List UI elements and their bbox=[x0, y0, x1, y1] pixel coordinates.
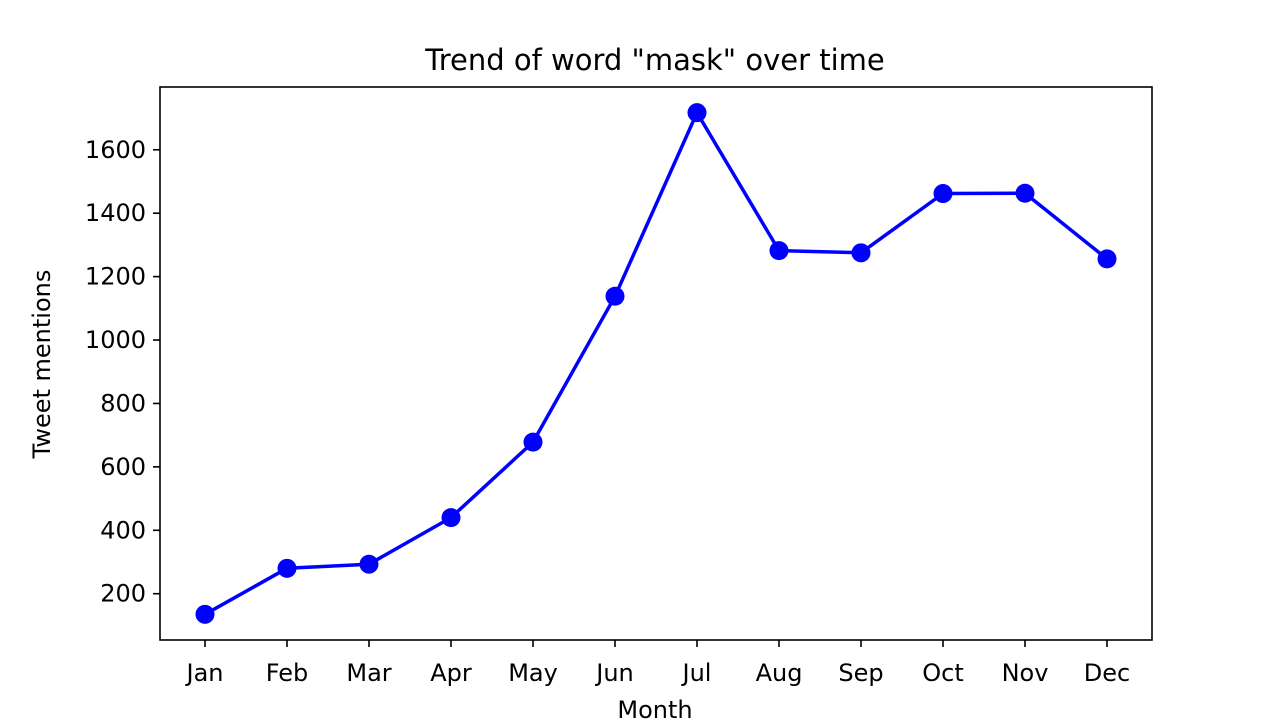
data-point-dec bbox=[1097, 249, 1117, 269]
y-tick-label: 400 bbox=[100, 516, 146, 544]
x-tick-label: May bbox=[508, 659, 558, 687]
data-point-nov bbox=[1015, 183, 1035, 203]
x-tick-label: Aug bbox=[756, 659, 803, 687]
x-tick-label: Jun bbox=[594, 659, 634, 687]
data-point-jul bbox=[687, 103, 707, 123]
data-point-may bbox=[523, 432, 543, 452]
chart-title: Trend of word "mask" over time bbox=[424, 43, 884, 77]
data-point-jun bbox=[605, 286, 625, 306]
x-tick-label: Jul bbox=[681, 659, 712, 687]
y-tick-label: 1000 bbox=[85, 326, 146, 354]
x-axis-label: Month bbox=[617, 696, 692, 720]
x-tick-label: Feb bbox=[266, 659, 309, 687]
data-point-mar bbox=[359, 554, 379, 574]
data-point-feb bbox=[277, 558, 297, 578]
data-point-jan bbox=[195, 604, 215, 624]
x-tick-label: Jan bbox=[185, 659, 224, 687]
y-tick-label: 200 bbox=[100, 580, 146, 608]
x-tick-label: Nov bbox=[1002, 659, 1049, 687]
y-tick-label: 1400 bbox=[85, 199, 146, 227]
y-axis-label: Tweet mentions bbox=[28, 270, 56, 460]
series-line bbox=[204, 110, 1109, 616]
y-tick-label: 800 bbox=[100, 389, 146, 417]
series-layer bbox=[195, 103, 1117, 624]
plot-area-frame bbox=[159, 86, 1153, 641]
x-tick-label: Dec bbox=[1084, 659, 1130, 687]
x-tick-label: Apr bbox=[430, 659, 472, 687]
data-point-apr bbox=[441, 508, 461, 528]
data-point-aug bbox=[769, 241, 789, 261]
x-tick-label: Sep bbox=[838, 659, 883, 687]
data-point-sep bbox=[851, 243, 871, 263]
data-point-oct bbox=[933, 184, 953, 204]
y-axis-ticks: 200 400 600 800 1000 1200 1400 1600 bbox=[85, 136, 160, 608]
y-tick-label: 1600 bbox=[85, 136, 146, 164]
x-axis-ticks: Jan Feb Mar Apr May Jun Jul Aug Sep Oct Nov Dec bbox=[185, 640, 1130, 687]
x-tick-label: Oct bbox=[922, 659, 964, 687]
x-tick-label: Mar bbox=[346, 659, 391, 687]
y-tick-label: 1200 bbox=[85, 263, 146, 291]
y-tick-label: 600 bbox=[100, 453, 146, 481]
